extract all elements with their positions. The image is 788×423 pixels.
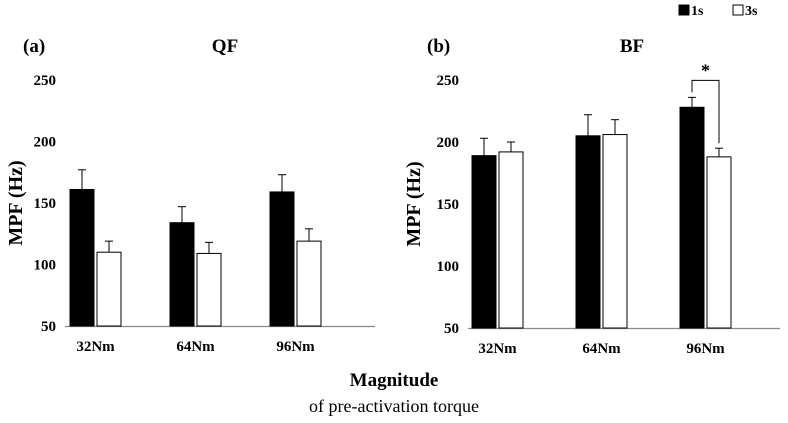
y-axis-label: MPF (Hz) <box>5 160 27 245</box>
y-tick-label: 200 <box>34 135 57 151</box>
legend: 1s 3s <box>678 4 758 19</box>
panel-label: (a) <box>23 36 45 57</box>
bar-1s-96Nm <box>269 191 295 327</box>
bar-3s-64Nm <box>196 252 222 327</box>
bar-1s-64Nm <box>575 135 601 329</box>
significance-bracket <box>691 79 720 144</box>
bar-3s-32Nm <box>96 251 122 327</box>
x-axis-title: Magnitude <box>349 370 439 391</box>
x-tick-label: 96Nm <box>686 341 725 357</box>
y-tick-label: 50 <box>41 319 56 335</box>
x-axis-subtitle: of pre-activation torque <box>309 396 479 416</box>
bar-3s-64Nm <box>602 134 628 329</box>
bar-1s-96Nm <box>679 106 705 329</box>
chart-title: BF <box>620 36 644 57</box>
y-tick-label: 200 <box>437 135 460 151</box>
bar-1s-64Nm <box>169 222 195 327</box>
x-tick-label: 64Nm <box>582 341 621 357</box>
y-tick-label: 250 <box>34 73 57 89</box>
y-tick-label: 100 <box>437 259 460 275</box>
y-tick-label: 150 <box>437 197 460 213</box>
y-tick-label: 250 <box>437 73 460 89</box>
bar-3s-96Nm <box>706 156 732 329</box>
significance-marker: * <box>701 60 710 80</box>
legend-label-1s: 1s <box>691 4 704 19</box>
bar-1s-32Nm <box>471 155 497 329</box>
y-tick-label: 50 <box>444 321 459 337</box>
panel-qf: (a) QF MPF (Hz) 50 100 150 200 250 32Nm 64Nm 96Nm <box>5 36 375 355</box>
y-tick-label: 100 <box>34 258 57 274</box>
x-tick-label: 96Nm <box>276 339 315 355</box>
legend-label-3s: 3s <box>745 4 758 19</box>
panel-label: (b) <box>427 36 450 57</box>
panel-bf: (b) BF MPF (Hz) 50 100 150 200 250 32Nm 64Nm 96Nm * <box>403 36 780 357</box>
y-axis-label: MPF (Hz) <box>403 161 425 246</box>
x-tick-label: 64Nm <box>176 339 215 355</box>
x-tick-label: 32Nm <box>478 341 517 357</box>
chart-title: QF <box>212 36 238 57</box>
legend-swatch-1s <box>678 4 690 16</box>
bar-3s-96Nm <box>296 240 322 327</box>
bar-3s-32Nm <box>498 151 524 329</box>
y-tick-label: 150 <box>34 196 57 212</box>
bar-1s-32Nm <box>69 188 95 327</box>
x-tick-label: 32Nm <box>76 339 115 355</box>
legend-swatch-3s <box>732 4 744 16</box>
